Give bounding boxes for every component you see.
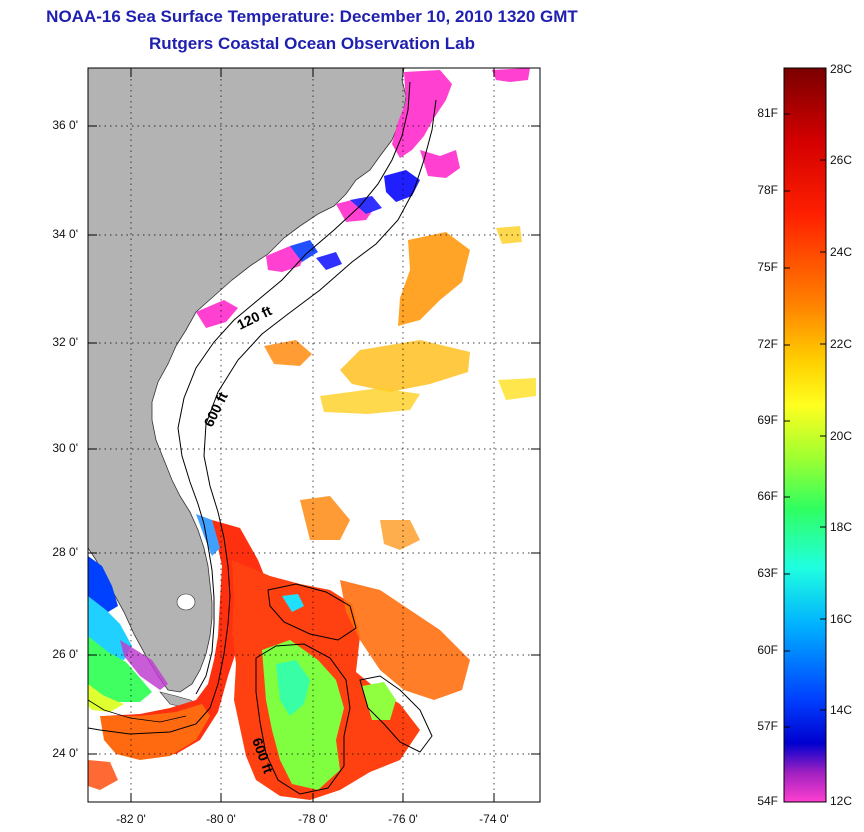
- colorbar-label-12c: 12C: [830, 794, 853, 808]
- isobath-label-600ft-north: 600 ft: [200, 389, 231, 429]
- land-andros: [291, 679, 315, 745]
- sst-cold-ne-corner: [492, 68, 530, 82]
- colorbar-label-72f: 72F: [757, 337, 778, 351]
- isobath-gulf: [88, 699, 187, 723]
- colorbar-label-66f: 66F: [757, 489, 778, 503]
- lat-label-36: 36 0': [52, 118, 78, 132]
- sst-bahamas-warm: [232, 560, 420, 800]
- lat-label-34: 34 0': [52, 227, 78, 241]
- sst-gulf-green: [88, 636, 152, 702]
- land-eleuthera: [349, 691, 367, 727]
- lat-label-26: 26 0': [52, 647, 78, 661]
- land-bahamas-north: [279, 595, 343, 633]
- graticule: [88, 68, 540, 802]
- sst-gulf-magenta: [120, 640, 168, 690]
- isobath-bahamas: [255, 643, 351, 795]
- colorbar-label-18c: 18C: [830, 520, 853, 534]
- sst-florida-east-blue: [196, 514, 220, 556]
- sst-warm-offshore-3: [320, 388, 420, 414]
- sst-sw-scatter: [88, 760, 118, 790]
- land-mainland: [88, 68, 407, 693]
- lat-label-32: 32 0': [52, 335, 78, 349]
- isobath-600ft: [88, 99, 437, 735]
- sst-banks-green: [262, 640, 344, 790]
- sst-warm-east: [340, 580, 470, 700]
- colorbar-label-22c: 22C: [830, 337, 853, 351]
- sst-warm-offshore-1: [398, 232, 470, 326]
- lat-label-30: 30 0': [52, 441, 78, 455]
- colorbar-label-75f: 75F: [757, 260, 778, 274]
- lat-label-24: 24 0': [52, 746, 78, 760]
- map-ticks: [88, 68, 540, 802]
- colorbar: [783, 67, 827, 803]
- colorbar-label-16c: 16C: [830, 612, 853, 626]
- colorbar-label-20c: 20C: [830, 429, 853, 443]
- colorbar-label-14c: 14C: [830, 703, 853, 717]
- lat-label-28: 28 0': [52, 545, 78, 559]
- sst-warm-offshore-4: [264, 340, 312, 366]
- colorbar-label-26c: 26C: [830, 153, 853, 167]
- sst-warm-scatter-mid: [380, 520, 420, 550]
- sst-gulf-cyan: [88, 596, 132, 660]
- lon-label-80: -80 0': [206, 812, 236, 826]
- sst-blue-longbay: [290, 240, 318, 262]
- lon-label-74: -74 0': [479, 812, 509, 826]
- sst-warm-scatter-se: [300, 496, 350, 540]
- sst-warm-offshore-5: [498, 378, 536, 400]
- sst-cold-onslow: [336, 198, 376, 222]
- colorbar-label-28c: 28C: [830, 62, 853, 76]
- sst-cold-longbay: [266, 246, 306, 272]
- sst-cold-pamlico: [392, 70, 452, 158]
- sst-banks-cyan: [276, 660, 310, 716]
- colorbar-label-54f: 54F: [757, 794, 778, 808]
- lon-label-78: -78 0': [298, 812, 328, 826]
- sst-cold-capehatteras: [420, 150, 460, 178]
- sst-banks-green-2: [362, 682, 396, 720]
- colorbar-label-63f: 63F: [757, 566, 778, 580]
- map-frame: [87, 67, 541, 803]
- colorbar-label-60f: 60F: [757, 643, 778, 657]
- sst-gulf-yellow: [88, 684, 124, 712]
- ocean-area: [88, 68, 540, 802]
- lake-okeechobee: [176, 593, 196, 611]
- colorbar-label-78f: 78F: [757, 183, 778, 197]
- sst-gulfstream-straits: [104, 520, 270, 756]
- sst-blue-hatteras: [384, 170, 420, 202]
- colorbar-label-69f: 69F: [757, 413, 778, 427]
- colorbar-label-81f: 81F: [757, 106, 778, 120]
- isobath-120ft: [177, 81, 411, 695]
- colorbar-label-57f: 57F: [757, 719, 778, 733]
- sst-warm-offshore-2: [340, 340, 470, 392]
- page-subtitle: Rutgers Coastal Ocean Observation Lab: [149, 34, 475, 53]
- colorbar-label-24c: 24C: [830, 245, 853, 259]
- sst-warm-offshore-6: [496, 226, 522, 244]
- colorbar-ticks: [784, 67, 826, 728]
- isobath-label-600ft-south: 600 ft: [249, 736, 277, 776]
- lon-label-76: -76 0': [388, 812, 418, 826]
- sst-cold-georgia: [196, 300, 238, 328]
- sst-cyan-littlebahama: [282, 594, 304, 612]
- isobath-east-banks: [359, 675, 433, 753]
- isobath-label-120ft: 120 ft: [234, 302, 274, 333]
- page-title: NOAA-16 Sea Surface Temperature: Decembe…: [46, 7, 578, 26]
- isobath-littlebahama: [267, 583, 357, 641]
- lon-label-82: -82 0': [116, 812, 146, 826]
- sst-gulf-blue: [88, 556, 118, 612]
- sst-keys-warm: [100, 704, 210, 760]
- land-keys: [159, 691, 199, 709]
- sst-blue-capelookout: [316, 252, 342, 270]
- sst-blue-capefear: [350, 196, 382, 214]
